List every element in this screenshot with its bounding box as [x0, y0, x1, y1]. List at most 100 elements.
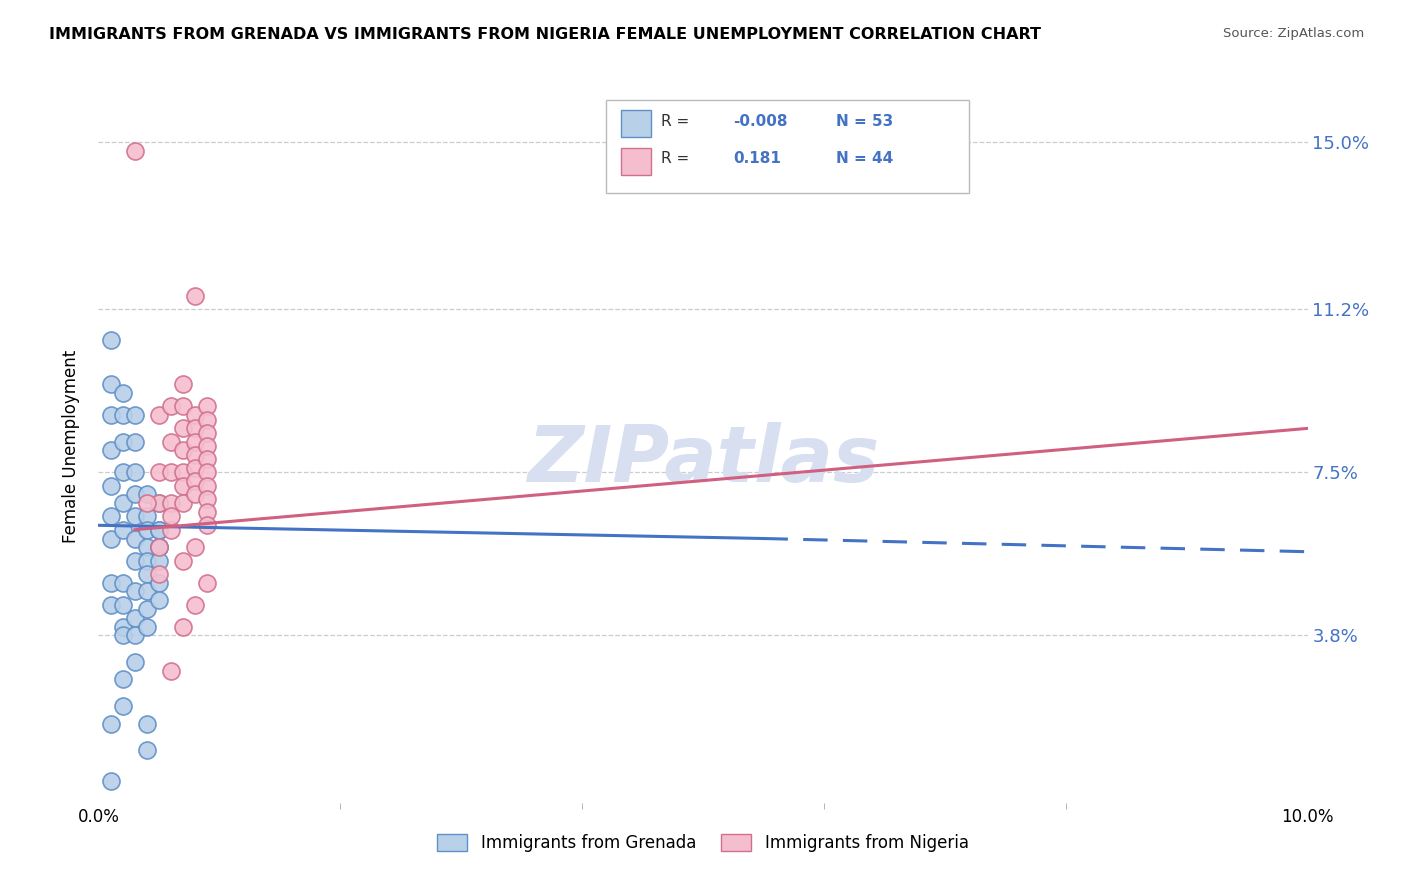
Point	[111, 575, 134, 590]
Point	[184, 461, 207, 475]
Point	[160, 496, 183, 510]
Point	[172, 443, 194, 458]
Point	[100, 443, 122, 458]
Point	[148, 408, 170, 422]
Point	[124, 434, 146, 449]
Point	[148, 541, 170, 555]
Y-axis label: Female Unemployment: Female Unemployment	[62, 350, 80, 542]
Point	[172, 377, 194, 392]
Point	[111, 619, 134, 633]
Point	[195, 439, 218, 453]
Point	[184, 598, 207, 612]
Point	[172, 478, 194, 492]
Point	[160, 523, 183, 537]
Point	[124, 466, 146, 480]
Point	[148, 523, 170, 537]
Text: 0.181: 0.181	[734, 151, 782, 166]
Point	[148, 541, 170, 555]
Point	[111, 698, 134, 713]
Point	[195, 575, 218, 590]
Text: ZIPatlas: ZIPatlas	[527, 422, 879, 499]
Point	[195, 518, 218, 533]
Bar	[621, 148, 651, 175]
Point	[184, 487, 207, 501]
Point	[160, 509, 183, 524]
Text: R =: R =	[661, 151, 693, 166]
Bar	[621, 110, 651, 137]
Point	[100, 575, 122, 590]
Point	[195, 452, 218, 467]
Point	[184, 289, 207, 303]
Point	[160, 400, 183, 414]
Point	[135, 743, 157, 757]
Point	[160, 466, 183, 480]
Point	[148, 523, 170, 537]
Point	[124, 655, 146, 669]
Point	[148, 496, 170, 510]
Point	[124, 408, 146, 422]
Point	[100, 509, 122, 524]
Point	[100, 478, 122, 492]
Point	[172, 400, 194, 414]
Point	[184, 434, 207, 449]
Point	[111, 523, 134, 537]
Point	[184, 541, 207, 555]
Point	[195, 400, 218, 414]
Point	[135, 509, 157, 524]
Point	[100, 377, 122, 392]
Point	[135, 553, 157, 567]
Point	[148, 553, 170, 567]
Point	[195, 412, 218, 426]
Text: -0.008: -0.008	[734, 114, 787, 128]
Point	[172, 496, 194, 510]
Point	[111, 408, 134, 422]
Point	[184, 408, 207, 422]
Point	[184, 421, 207, 435]
Point	[195, 478, 218, 492]
Point	[184, 475, 207, 489]
Point	[135, 584, 157, 599]
Text: N = 44: N = 44	[837, 151, 893, 166]
Point	[172, 421, 194, 435]
Point	[135, 496, 157, 510]
Point	[135, 716, 157, 731]
Text: IMMIGRANTS FROM GRENADA VS IMMIGRANTS FROM NIGERIA FEMALE UNEMPLOYMENT CORRELATI: IMMIGRANTS FROM GRENADA VS IMMIGRANTS FR…	[49, 27, 1042, 42]
Point	[124, 487, 146, 501]
Point	[100, 773, 122, 788]
Point	[100, 333, 122, 347]
Point	[135, 566, 157, 581]
Point	[124, 509, 146, 524]
Point	[124, 532, 146, 546]
Legend: Immigrants from Grenada, Immigrants from Nigeria: Immigrants from Grenada, Immigrants from…	[430, 827, 976, 859]
Point	[172, 466, 194, 480]
Point	[100, 408, 122, 422]
Text: N = 53: N = 53	[837, 114, 893, 128]
Point	[148, 593, 170, 607]
Point	[100, 532, 122, 546]
Point	[148, 566, 170, 581]
Point	[195, 491, 218, 506]
Point	[148, 466, 170, 480]
Point	[160, 664, 183, 678]
Point	[148, 541, 170, 555]
Point	[124, 584, 146, 599]
Point	[111, 673, 134, 687]
Point	[135, 487, 157, 501]
Point	[172, 553, 194, 567]
Point	[135, 619, 157, 633]
Point	[111, 496, 134, 510]
Point	[100, 716, 122, 731]
Point	[124, 144, 146, 158]
Point	[148, 575, 170, 590]
Point	[195, 505, 218, 519]
Point	[111, 466, 134, 480]
Point	[111, 598, 134, 612]
Point	[135, 523, 157, 537]
Point	[172, 619, 194, 633]
Point	[148, 496, 170, 510]
Point	[195, 466, 218, 480]
Point	[184, 448, 207, 462]
FancyBboxPatch shape	[606, 100, 969, 193]
Point	[111, 628, 134, 642]
Text: Source: ZipAtlas.com: Source: ZipAtlas.com	[1223, 27, 1364, 40]
